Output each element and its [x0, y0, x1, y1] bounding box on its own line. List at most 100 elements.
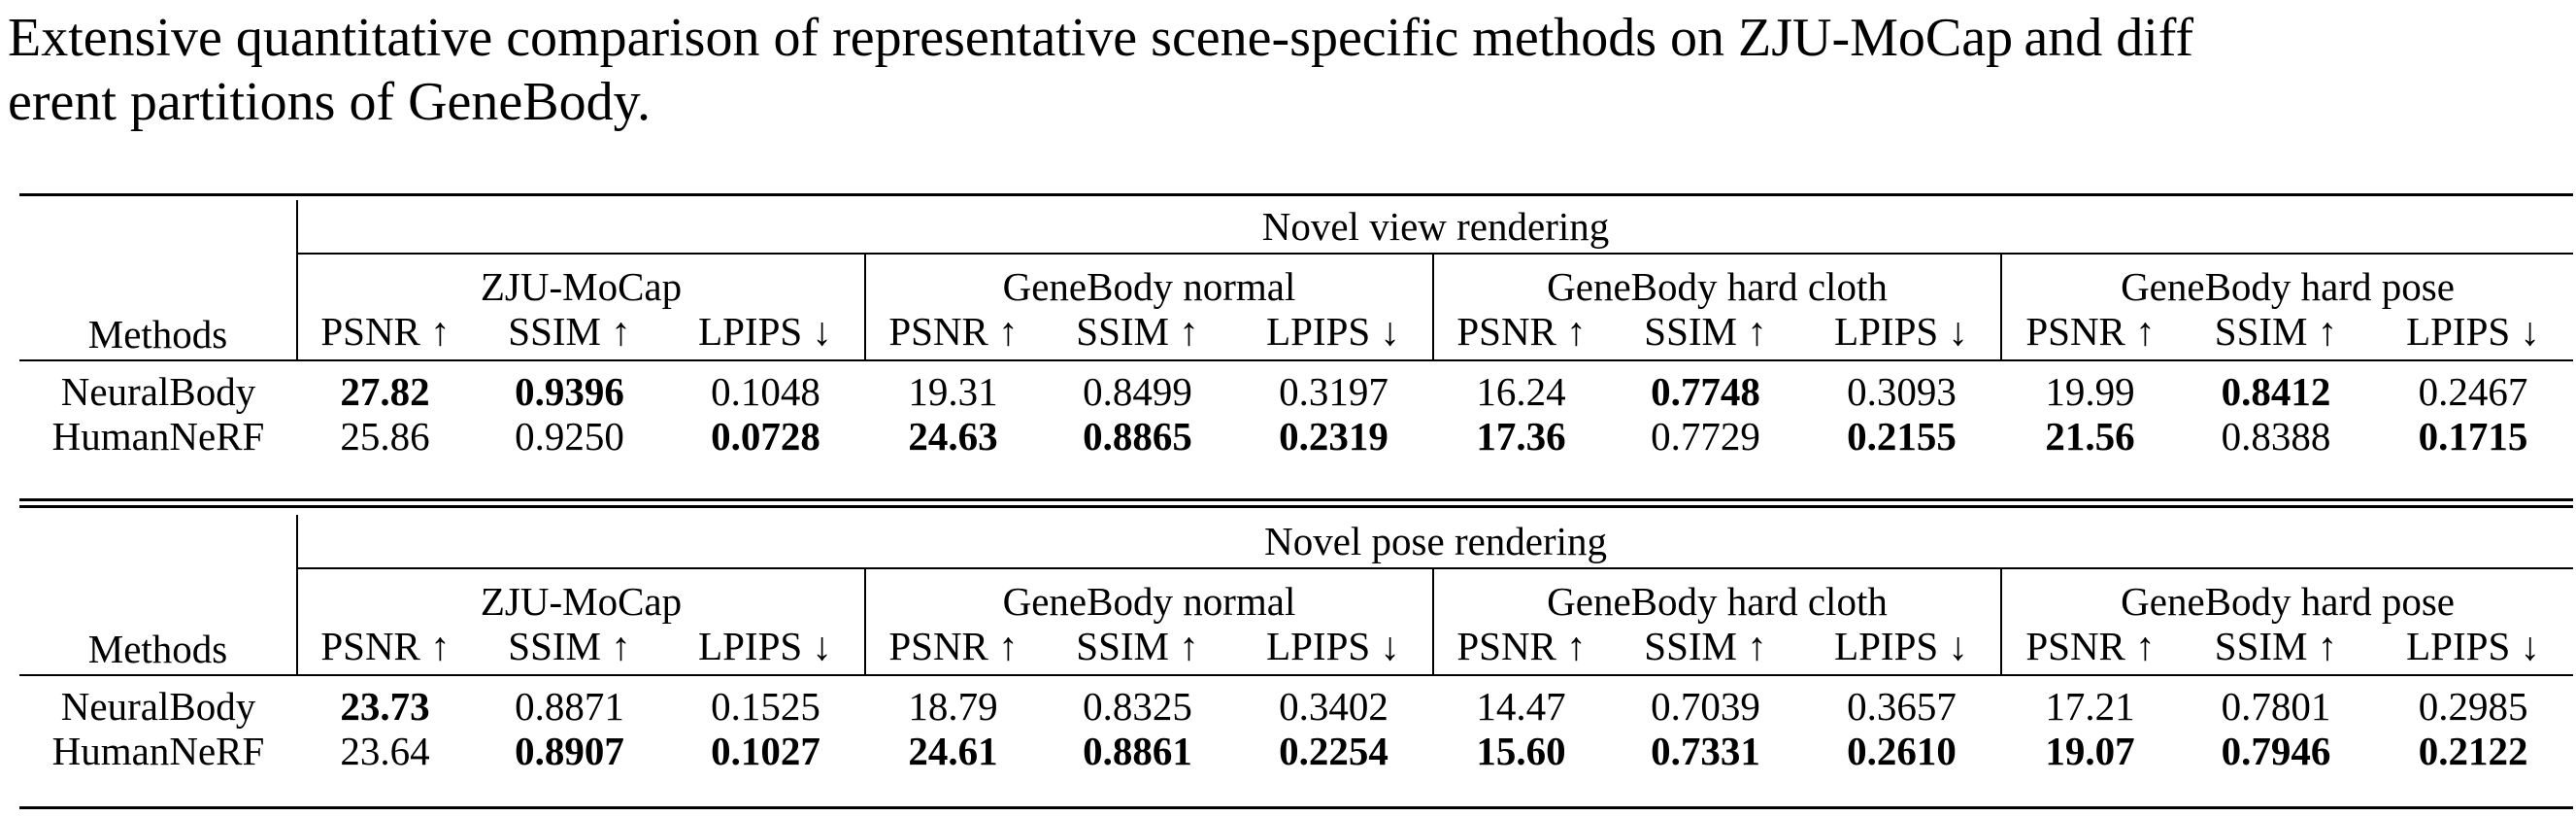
metric-header: PSNR ↑ [296, 624, 473, 675]
metric-header: LPIPS ↓ [2406, 624, 2540, 668]
metric-value: 0.1048 [666, 359, 865, 414]
metric-value: 0.7946 [2221, 729, 2331, 773]
table-row: NeuralBody 23.73 0.8871 0.1525 18.79 0.8325 0.… [19, 674, 2574, 729]
metric-value: 0.7801 [2179, 674, 2373, 729]
metric-value: 23.64 [340, 729, 430, 773]
metric-header: PSNR ↑ [1432, 624, 1609, 675]
table-title: Novel pose rendering [295, 515, 2574, 568]
metric-row: Methods PSNR ↑ SSIM ↑ LPIPS ↓ PSNR ↑ SSIM ↑ LP… [19, 309, 2573, 360]
metric-value: 0.2319 [1279, 414, 1388, 459]
title-row: Novel view rendering [19, 200, 2573, 254]
metric-value: 0.1525 [666, 674, 865, 729]
metric-value: 0.2122 [2418, 729, 2528, 773]
methods-header: Methods [87, 312, 228, 357]
metric-header: LPIPS ↓ [1834, 624, 1968, 668]
metric-header: LPIPS ↓ [698, 624, 832, 668]
metric-header: SSIM ↑ [2214, 624, 2338, 668]
metric-value: 0.8499 [1041, 359, 1234, 414]
metric-value: 16.24 [1433, 359, 1609, 414]
metric-header: PSNR ↑ [2000, 309, 2179, 360]
metric-value: 0.2985 [2373, 674, 2574, 729]
group-header: GeneBody normal [864, 567, 1433, 624]
novel-view-table: Novel view rendering ZJU-MoCap GeneBody no… [19, 200, 2573, 459]
top-rule [19, 193, 2573, 196]
group-row: ZJU-MoCap GeneBody normal GeneBody hard cl… [19, 253, 2573, 309]
metric-header: SSIM ↑ [1076, 309, 1199, 354]
metric-value: 19.99 [2001, 359, 2179, 414]
method-name: HumanNeRF [51, 729, 265, 773]
metric-header: LPIPS ↓ [1266, 624, 1400, 668]
metric-value: 0.7748 [1609, 359, 1802, 414]
metric-header: LPIPS ↓ [1266, 309, 1400, 354]
metric-value: 17.21 [2001, 674, 2179, 729]
metric-value: 0.7729 [1651, 414, 1760, 459]
metric-value: 0.3197 [1234, 359, 1433, 414]
metric-header: LPIPS ↓ [698, 309, 832, 354]
metric-header: PSNR ↑ [864, 624, 1041, 675]
novel-pose-table: Novel pose rendering ZJU-MoCap GeneBody no… [19, 515, 2574, 773]
metric-header: PSNR ↑ [1432, 309, 1609, 360]
metric-header: SSIM ↑ [1644, 309, 1767, 354]
metric-header: PSNR ↑ [296, 309, 473, 360]
group-header: GeneBody hard cloth [1432, 567, 2001, 624]
metric-value: 19.31 [865, 359, 1041, 414]
metric-value: 0.2155 [1847, 414, 1957, 459]
caption-line-2: erent partitions of GeneBody. [8, 72, 651, 132]
metric-value: 14.47 [1433, 674, 1609, 729]
method-name: HumanNeRF [51, 414, 265, 459]
table-title: Novel view rendering [296, 200, 2573, 254]
metric-value: 24.61 [908, 729, 998, 773]
metric-header: LPIPS ↓ [1834, 309, 1968, 354]
metric-value: 27.82 [297, 359, 473, 414]
methods-header: Methods [87, 627, 228, 671]
metric-header: SSIM ↑ [1076, 624, 1199, 668]
metric-value: 0.8412 [2179, 359, 2373, 414]
method-name: NeuralBody [19, 359, 297, 414]
group-header: GeneBody normal [864, 253, 1433, 309]
metric-value: 0.3402 [1234, 674, 1433, 729]
metric-value: 0.8865 [1083, 414, 1192, 459]
metric-value: 0.7039 [1609, 674, 1802, 729]
table-caption: Extensive quantitative comparison of rep… [8, 6, 2561, 134]
metric-header: SSIM ↑ [1644, 624, 1767, 668]
table-row: HumanNeRF 25.86 0.9250 0.0728 24.63 0.8865 0.2… [19, 414, 2573, 459]
table-row: NeuralBody 27.82 0.9396 0.1048 19.31 0.8499 0.… [19, 359, 2573, 414]
metric-value: 0.3093 [1802, 359, 2001, 414]
group-header: ZJU-MoCap [296, 567, 865, 624]
metric-value: 0.1027 [711, 729, 820, 773]
metric-header: LPIPS ↓ [2406, 309, 2540, 354]
caption-line-1: Extensive quantitative comparison of rep… [8, 8, 2194, 68]
metric-value: 0.9396 [473, 359, 666, 414]
metric-header: SSIM ↑ [508, 624, 631, 668]
metric-header: SSIM ↑ [2214, 309, 2338, 354]
metric-header: SSIM ↑ [508, 309, 631, 354]
group-header: GeneBody hard pose [1999, 567, 2574, 624]
metric-value: 0.8871 [473, 674, 666, 729]
metric-header: PSNR ↑ [864, 309, 1041, 360]
table-row: HumanNeRF 23.64 0.8907 0.1027 24.61 0.8861 0.2… [19, 729, 2573, 773]
metric-value: 0.8325 [1041, 674, 1234, 729]
metric-value: 0.9250 [515, 414, 624, 459]
metric-value: 18.79 [865, 674, 1041, 729]
metric-value: 0.1715 [2418, 414, 2528, 459]
title-row: Novel pose rendering [19, 515, 2574, 568]
group-header: GeneBody hard pose [2000, 253, 2573, 309]
metric-value: 0.0728 [711, 414, 820, 459]
metric-value: 0.8861 [1083, 729, 1192, 773]
bottom-rule [19, 806, 2573, 809]
metric-header: PSNR ↑ [2000, 624, 2179, 675]
metric-value: 0.8388 [2221, 414, 2331, 459]
group-row: ZJU-MoCap GeneBody normal GeneBody hard cl… [19, 567, 2574, 624]
metric-value: 0.8907 [515, 729, 624, 773]
metric-value: 0.2610 [1847, 729, 1957, 773]
metric-value: 0.7331 [1651, 729, 1760, 773]
metric-value: 17.36 [1476, 414, 1566, 459]
metric-value: 23.73 [297, 674, 473, 729]
group-header: GeneBody hard cloth [1432, 253, 2001, 309]
metric-row: Methods PSNR ↑ SSIM ↑ LPIPS ↓ PSNR ↑ SSIM ↑ LP… [19, 624, 2573, 675]
metric-value: 21.56 [2045, 414, 2135, 459]
metric-value: 25.86 [340, 414, 430, 459]
metric-value: 0.2467 [2373, 359, 2573, 414]
group-header: ZJU-MoCap [296, 253, 865, 309]
method-name: NeuralBody [19, 674, 297, 729]
